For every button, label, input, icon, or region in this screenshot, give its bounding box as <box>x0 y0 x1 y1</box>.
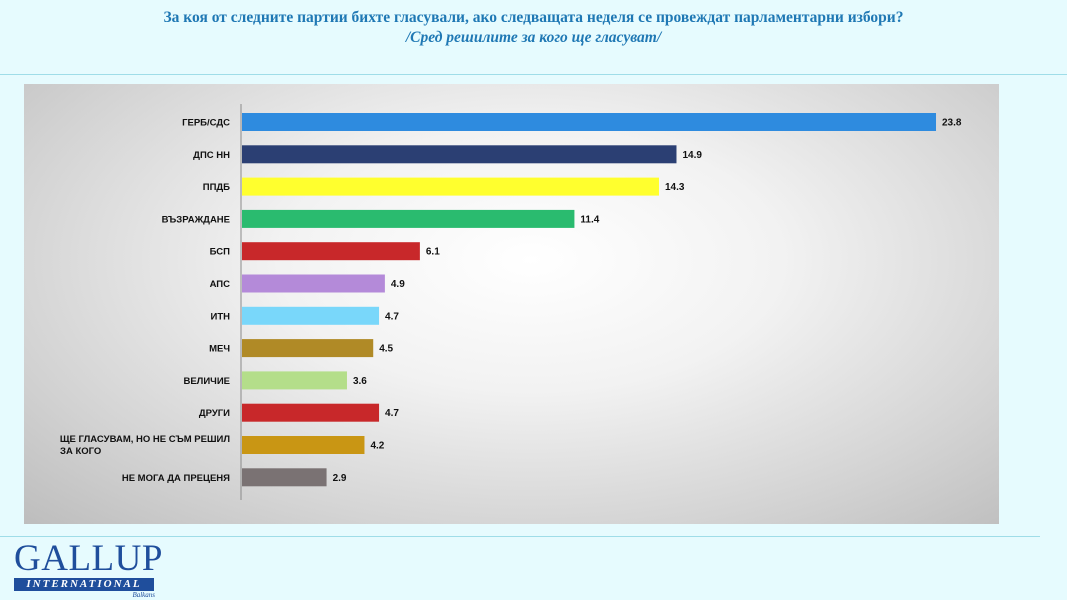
chart-subtitle: /Сред решилите за кого ще гласуват/ <box>405 29 662 46</box>
bar <box>242 145 677 164</box>
data-label: 4.7 <box>385 408 399 419</box>
category-label: ВЕЛИЧИЕ <box>183 376 230 387</box>
bar <box>242 113 937 131</box>
bar <box>242 339 374 358</box>
category-label: ДПС НН <box>193 150 230 161</box>
data-label: 11.4 <box>580 214 599 225</box>
data-label: 23.8 <box>942 118 962 129</box>
chart-title-block: За коя от следните партии бихте гласувал… <box>0 8 1067 48</box>
data-label: 4.5 <box>379 344 393 355</box>
category-label: ППДБ <box>203 182 230 193</box>
data-label: 4.7 <box>385 311 399 322</box>
logo-sub-text: Balkans <box>132 591 155 599</box>
data-label: 3.6 <box>353 376 367 387</box>
bar <box>242 209 575 228</box>
bar <box>242 403 380 422</box>
category-label: БСП <box>210 247 231 258</box>
category-label: НЕ МОГА ДА ПРЕЦЕНЯ <box>122 473 230 484</box>
category-label: ЩЕ ГЛАСУВАМ, НО НЕ СЪМ РЕШИЛ ЗА КОГО <box>60 434 231 457</box>
logo-bar-text: INTERNATIONAL <box>14 578 154 591</box>
category-label: ВЪЗРАЖДАНЕ <box>162 214 230 225</box>
data-label: 2.9 <box>333 473 347 484</box>
category-label: МЕЧ <box>209 344 230 355</box>
header-divider <box>0 74 1067 75</box>
bar <box>242 242 420 261</box>
bar <box>242 274 385 293</box>
bar <box>242 177 659 196</box>
bar <box>242 306 380 325</box>
data-label: 4.9 <box>391 279 405 290</box>
bar <box>242 436 365 454</box>
bar-chart: ГЕРБ/СДС 23.8 ДПС НН 14.9 ППДБ 14.3 ВЪЗРАЖДАНЕ… <box>60 104 962 500</box>
category-label: ИТН <box>211 311 231 322</box>
data-label: 4.2 <box>370 441 384 452</box>
category-label: ГЕРБ/СДС <box>182 118 230 129</box>
footer-divider <box>0 536 1040 537</box>
gallup-logo: GALLUP INTERNATIONAL Balkans <box>14 538 163 599</box>
data-label: 14.9 <box>682 150 702 161</box>
category-label: ДРУГИ <box>199 408 230 419</box>
data-label: 14.3 <box>665 182 685 193</box>
bar <box>242 371 347 390</box>
category-label: АПС <box>210 279 231 290</box>
chart-title: За коя от следните партии бихте гласувал… <box>163 9 904 26</box>
data-label: 6.1 <box>426 247 440 258</box>
chart-panel: ГЕРБ/СДС 23.8 ДПС НН 14.9 ППДБ 14.3 ВЪЗРАЖДАНЕ… <box>24 84 999 524</box>
logo-main-text: GALLUP <box>14 538 163 579</box>
bar <box>242 468 327 487</box>
